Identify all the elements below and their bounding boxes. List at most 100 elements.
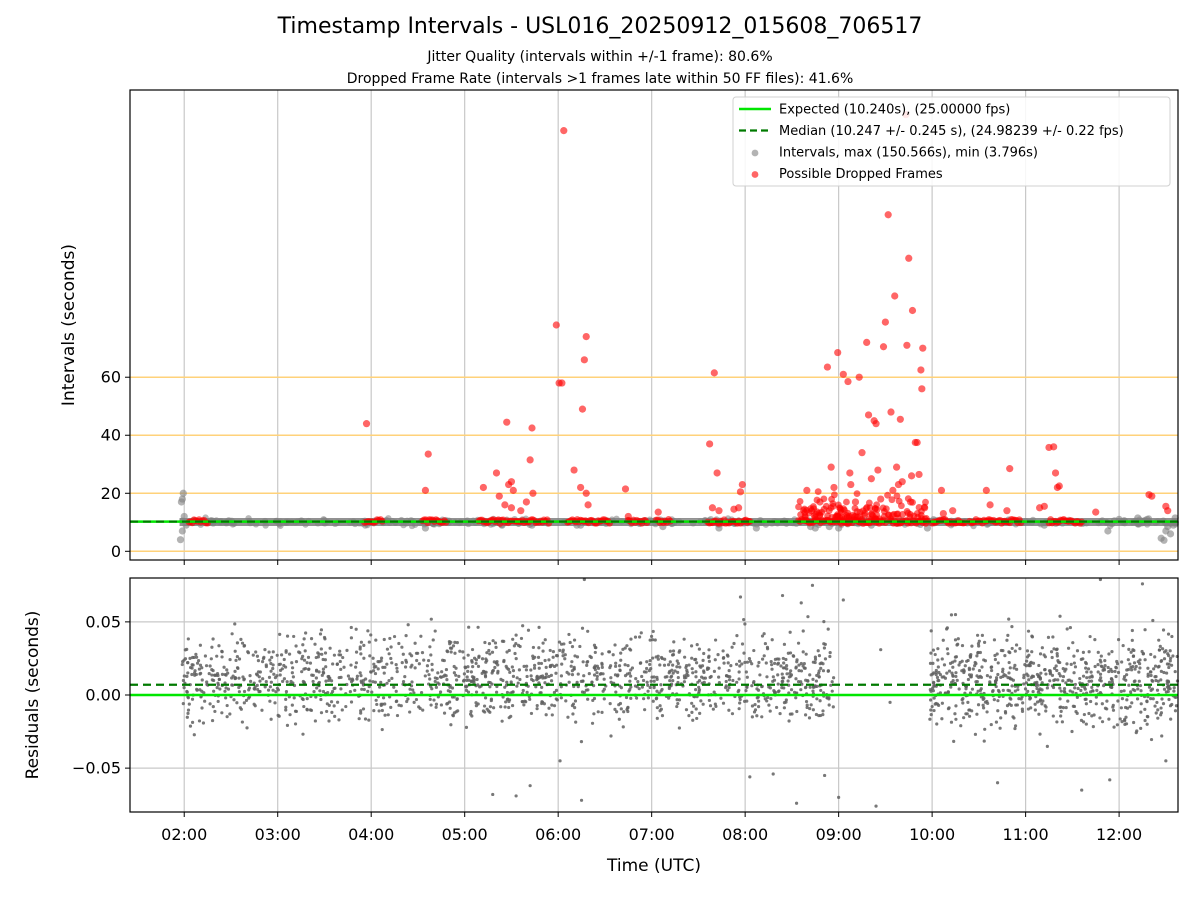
residual-seg0-point-55 (444, 667, 449, 672)
residual-seg0-point-1023 (776, 673, 780, 677)
residual-seg0-point-393 (625, 644, 629, 648)
residual-seg1-point-415 (1154, 711, 1158, 715)
residual-seg0-point-870 (672, 640, 676, 644)
residual-seg0-point-118 (592, 673, 597, 677)
dropped-point-55 (864, 411, 873, 419)
residual-seg0-point-1153 (644, 670, 648, 674)
residual-seg1-point-83 (1173, 669, 1177, 674)
residual-seg0-point-1399 (758, 673, 762, 677)
residual-seg0-point-785 (649, 679, 653, 683)
residual-seg0-point-776 (570, 704, 575, 708)
x-axis-label: Time (UTC) (606, 856, 701, 876)
dropped-point-49 (846, 469, 854, 477)
residual-seg1-point-81 (977, 644, 981, 648)
residual-seg1-point-595 (1114, 674, 1118, 679)
residual-seg0-point-338 (557, 640, 562, 644)
residual-seg0-point-915 (590, 680, 594, 684)
residual-seg1-point-553 (960, 659, 964, 663)
residual-seg1-point-629 (993, 657, 998, 662)
residual-seg1-point-255 (1030, 650, 1034, 654)
dropped-point-31 (706, 440, 714, 448)
residual-seg0-point-1039 (697, 688, 702, 692)
residual-seg1-point-148 (976, 642, 981, 646)
residual-seg0-point-963 (671, 663, 675, 667)
residual-seg0-point-1137 (380, 727, 384, 732)
residual-seg1-point-447 (1039, 671, 1043, 675)
residual-seg0-point-1445 (196, 661, 200, 665)
residual-seg1-point-638 (1098, 672, 1103, 676)
residual-seg1-point-49 (1099, 654, 1103, 658)
residual-seg0-point-860 (646, 689, 650, 693)
legend-box (732, 96, 1171, 187)
residual-seg1-point-0 (1007, 660, 1011, 665)
residual-seg0-point-397 (324, 665, 328, 669)
residual-seg0-point-1436 (826, 669, 830, 673)
residual-seg0-point-1465 (821, 662, 825, 666)
residual-seg0-point-849 (469, 670, 473, 674)
residual-seg0-point-391 (687, 714, 691, 718)
residual-seg0-point-1061 (489, 698, 493, 703)
residual-seg1-point-123 (1145, 722, 1149, 726)
residual-seg0-point-753 (484, 657, 488, 661)
residual-seg1-point-200 (1065, 627, 1069, 631)
residual-seg0-point-1265 (305, 708, 309, 712)
residual-seg0-point-329 (803, 686, 808, 690)
residual-seg0-point-1192 (573, 654, 577, 658)
residual-seg0-point-1024 (745, 675, 749, 679)
residual-seg0-point-995 (660, 714, 665, 718)
residual-seg0-point-1090 (314, 676, 318, 680)
residual-seg1-point-17 (1084, 702, 1088, 706)
residual-seg1-point-142 (931, 648, 935, 652)
residual-seg0-point-1034 (811, 708, 815, 712)
residual-seg0-point-448 (420, 651, 425, 655)
dropped-cluster-point-108 (815, 509, 823, 517)
residual-seg0-point-552 (452, 711, 456, 715)
residual-seg0-point-930 (449, 650, 453, 654)
residual-seg0-point-42 (340, 708, 344, 712)
dropped-cluster-point-88 (922, 514, 930, 522)
residual-seg0-point-596 (463, 666, 468, 670)
residual-seg0-point-1132 (716, 653, 720, 657)
residual-seg0-point-974 (633, 684, 638, 688)
residual-seg0-point-669 (264, 680, 268, 684)
residual-seg0-point-531 (239, 707, 243, 711)
residual-outlier-4 (582, 577, 586, 582)
residual-seg1-point-161 (1040, 646, 1044, 650)
residual-seg1-point-476 (1174, 695, 1178, 699)
residual-seg0-point-1343 (348, 677, 352, 681)
residual-seg0-point-1170 (248, 679, 253, 683)
residual-seg1-point-292 (1028, 697, 1032, 701)
residual-seg0-point-177 (284, 705, 288, 709)
residual-seg0-point-402 (215, 671, 220, 676)
residual-seg0-point-304 (328, 646, 332, 650)
dropped-point-30 (654, 508, 662, 516)
residual-seg0-point-796 (487, 648, 491, 653)
residual-seg0-point-928 (332, 704, 336, 708)
residual-seg1-point-217 (1087, 711, 1091, 716)
residual-seg0-point-842 (341, 655, 345, 660)
residual-seg0-point-187 (639, 631, 643, 635)
residual-seg0-point-1197 (745, 685, 749, 689)
residual-seg0-point-958 (541, 649, 545, 653)
residual-seg1-point-664 (1086, 667, 1091, 671)
residual-seg0-point-82 (569, 664, 573, 668)
residual-seg1-point-563 (1092, 713, 1096, 717)
dropped-point-27 (584, 501, 592, 509)
residual-seg1-point-555 (1008, 666, 1012, 670)
residual-seg0-point-898 (182, 686, 186, 690)
residual-seg1-point-151 (1025, 659, 1029, 663)
residual-seg0-point-815 (789, 688, 794, 692)
residual-seg0-point-1260 (269, 669, 273, 673)
residual-seg0-point-440 (419, 634, 423, 638)
dropped-cluster-point-118 (830, 491, 838, 499)
residual-seg1-point-183 (1057, 672, 1061, 676)
residual-seg0-point-361 (617, 664, 622, 668)
residual-seg1-point-12 (949, 685, 953, 689)
residual-seg1-point-700 (1106, 665, 1110, 670)
residual-seg0-point-1411 (740, 662, 744, 666)
dropped-point-44 (827, 463, 835, 471)
residual-seg1-point-268 (1134, 664, 1138, 669)
top-ytick-label-3: 60 (101, 368, 121, 387)
residual-seg0-point-120 (492, 706, 496, 710)
residual-seg0-point-906 (535, 707, 539, 711)
